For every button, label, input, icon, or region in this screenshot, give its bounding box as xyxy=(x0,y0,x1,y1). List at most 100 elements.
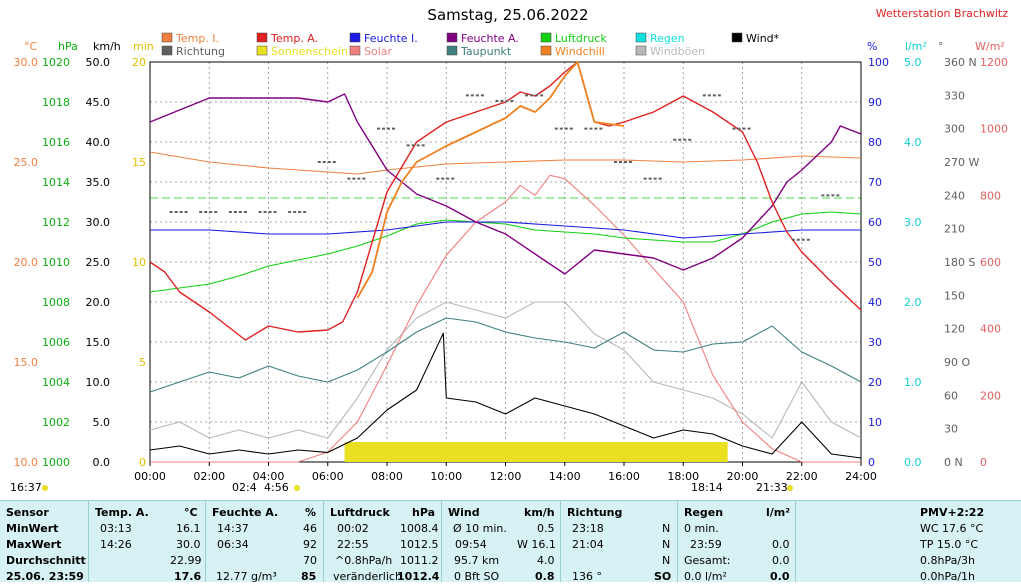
axis-tick-rain-lm2: 5.0 xyxy=(904,56,922,69)
wind-max-value: W 16.1 xyxy=(517,538,556,552)
legend-label-feuchte-i: Feuchte I. xyxy=(364,32,418,45)
sunshine-band xyxy=(345,442,728,462)
axis-tick-wind-kmh: 10.0 xyxy=(86,376,111,389)
axis-unit-pressure-hpa: hPa xyxy=(58,40,78,53)
axis-tick-temp-c: 25.0 xyxy=(14,156,39,169)
axis-tick-wind-kmh: 45.0 xyxy=(86,96,111,109)
legend-label-richtung: Richtung xyxy=(176,45,225,58)
temp-avg-value: 22.99 xyxy=(170,554,202,568)
divider xyxy=(205,501,206,582)
humidity-unit: % xyxy=(305,506,316,520)
axis-tick-solar-wm2: 1000 xyxy=(980,123,1008,136)
wind-avg-label: Ø 10 min. xyxy=(453,522,507,536)
axis-tick-pressure-hpa: 1004 xyxy=(42,376,70,389)
temp-max-value: 30.0 xyxy=(176,538,201,552)
x-tick-label: 24:00 xyxy=(845,470,877,483)
legend-swatch-wind xyxy=(732,33,742,42)
axis-tick-direction-deg: 150 xyxy=(944,289,965,302)
axis-tick-wind-kmh: 25.0 xyxy=(86,256,111,269)
axis-tick-direction-deg: 360 N xyxy=(944,56,977,69)
sunshine-bar xyxy=(345,442,728,462)
direction-min-value: N xyxy=(662,522,670,536)
x-tick-label: 20:00 xyxy=(727,470,759,483)
axis-tick-wind-kmh: 5.0 xyxy=(93,416,111,429)
axis-tick-rain-lm2: 0.0 xyxy=(904,456,922,469)
wind-unit: km/h xyxy=(524,506,555,520)
station-name: Wetterstation Brachwitz xyxy=(876,7,1008,20)
sunset-icon xyxy=(787,485,793,491)
legend-swatch-solar xyxy=(350,46,360,55)
x-tick-label: 10:00 xyxy=(430,470,462,483)
humidity-min-time: 14:37 xyxy=(217,522,249,536)
axis-tick-direction-deg: 210 xyxy=(944,223,965,236)
x-tick-label: 00:00 xyxy=(134,470,166,483)
axis-tick-direction-deg: 300 xyxy=(944,123,965,136)
axis-tick-direction-deg: 60 xyxy=(944,389,958,402)
pressure-header: Luftdruck xyxy=(330,506,390,520)
legend-label-sonnenschein: Sonnenschein xyxy=(271,45,348,58)
legend-swatch-regen xyxy=(636,33,646,42)
legend-swatch-windb-en xyxy=(636,46,646,55)
temp-max-time: 14:26 xyxy=(100,538,132,552)
stats-panel: Sensor MinWert MaxWert Durchschnitt 25.0… xyxy=(0,500,1021,582)
dewpoint-value: TP 15.0 °C xyxy=(920,538,978,552)
axis-tick-sun-min: 0 xyxy=(139,456,146,469)
row-label-max: MaxWert xyxy=(6,538,61,552)
divider xyxy=(88,501,89,582)
row-label-min: MinWert xyxy=(6,522,58,536)
temp-unit: °C xyxy=(184,506,198,520)
axis-tick-temp-c: 10.0 xyxy=(14,456,39,469)
x-tick-label: 02:00 xyxy=(193,470,225,483)
rain-header: Regen xyxy=(684,506,723,520)
axis-tick-humidity-pct: 10 xyxy=(868,416,882,429)
divider xyxy=(560,501,561,582)
row-label-current: 25.06. 23:59 xyxy=(6,570,84,584)
legend-label-windb-en: Windböen xyxy=(650,45,705,58)
axis-tick-pressure-hpa: 1006 xyxy=(42,336,70,349)
corner-time: 16:37 xyxy=(10,481,42,494)
axis-tick-sun-min: 5 xyxy=(139,356,146,369)
pressure-1h-value: 0.0hPa/1h xyxy=(920,570,975,584)
rain-unit: l/m² xyxy=(766,506,790,520)
axis-unit-rain-lm2: l/m² xyxy=(905,40,927,53)
legend-label-taupunkt: Taupunkt xyxy=(460,45,512,58)
divider xyxy=(441,501,442,582)
legend-label-luftdruck: Luftdruck xyxy=(555,32,607,45)
corner-sun-icon xyxy=(42,485,48,491)
humidity-current-value: 85 xyxy=(301,570,316,584)
axis-tick-solar-wm2: 1200 xyxy=(980,56,1008,69)
axis-tick-direction-deg: 90 O xyxy=(944,356,970,369)
wind-run: 95.7 km xyxy=(454,554,499,568)
axis-tick-direction-deg: 330 xyxy=(944,89,965,102)
legend-swatch-richtung xyxy=(162,46,172,55)
pmv-header: PMV+2:22 xyxy=(920,506,984,520)
rain-max-time: 23:59 xyxy=(690,538,722,552)
pressure-forecast: veränderlich xyxy=(333,570,402,584)
rain-total-label: Gesamt: xyxy=(684,554,731,568)
divider xyxy=(677,501,678,582)
legend-swatch-sonnenschein xyxy=(257,46,267,55)
pressure-min-time: 00:02 xyxy=(337,522,369,536)
legend-swatch-temp-i xyxy=(162,33,172,42)
divider xyxy=(795,501,796,582)
axis-tick-temp-c: 20.0 xyxy=(14,256,39,269)
axis-tick-solar-wm2: 400 xyxy=(980,323,1001,336)
axis-tick-direction-deg: 0 N xyxy=(944,456,963,469)
sunrise-marker: 4:56 xyxy=(264,481,289,494)
moon-marker-2: 18:14 xyxy=(691,481,723,494)
axis-tick-humidity-pct: 40 xyxy=(868,296,882,309)
axis-tick-wind-kmh: 30.0 xyxy=(86,216,111,229)
axis-tick-pressure-hpa: 1018 xyxy=(42,96,70,109)
pressure-max-value: 1012.5 xyxy=(400,538,439,552)
axis-unit-humidity-pct: % xyxy=(867,40,877,53)
direction-avg-value: N xyxy=(662,554,670,568)
axis-tick-sun-min: 15 xyxy=(132,156,146,169)
axis-tick-pressure-hpa: 1010 xyxy=(42,256,70,269)
humidity-min-value: 46 xyxy=(303,522,317,536)
temp-current-value: 17.6 xyxy=(174,570,201,584)
axis-tick-pressure-hpa: 1020 xyxy=(42,56,70,69)
wind-bft: 0 Bft SO xyxy=(454,570,499,584)
axis-tick-humidity-pct: 70 xyxy=(868,176,882,189)
rain-current-value: 0.0 xyxy=(770,570,790,584)
axis-unit-direction-deg: ° xyxy=(938,40,944,53)
